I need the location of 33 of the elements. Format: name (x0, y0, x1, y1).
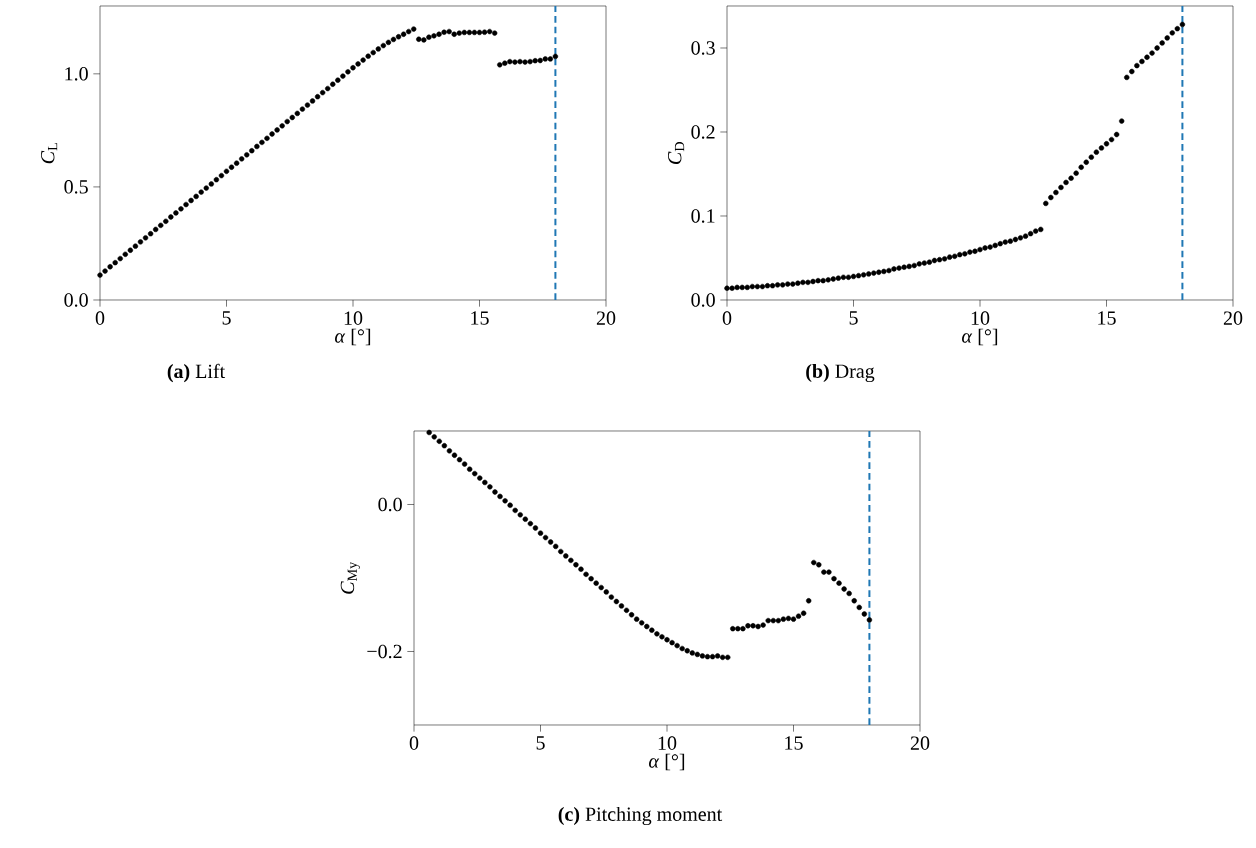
y-tick-label: 0.0 (64, 293, 88, 307)
y-tick-label: −0.2 (367, 644, 402, 659)
y-tick-label: 0.0 (691, 293, 715, 307)
x-tick-label: 10 (658, 736, 677, 750)
y-tick-label: 0.3 (691, 41, 715, 55)
x-tick-label: 15 (785, 736, 803, 750)
x-tick-label: 15 (471, 311, 489, 325)
text: (c) Pitching moment (558, 806, 723, 826)
x-tick-label: 10 (344, 311, 363, 325)
x-axis-title: α [°] (649, 753, 685, 771)
y-tick-label: 0.2 (691, 125, 715, 139)
y-axis-title: C$_{My}$ (340, 561, 360, 594)
y-tick-label: 1.0 (65, 67, 88, 81)
x-tick-label: 5 (222, 311, 231, 325)
x-tick-label: 0 (95, 311, 105, 325)
x-tick-label: 20 (1223, 311, 1243, 325)
x-tick-label: 20 (596, 311, 616, 325)
text: (a) Lift (167, 363, 226, 383)
y-tick-label: 0.5 (64, 180, 88, 194)
x-tick-label: 10 (971, 311, 990, 325)
y-axis-title: C$_{L}$ (41, 143, 58, 164)
y-axis-title: C$_{D}$ (668, 142, 685, 165)
x-tick-label: 15 (1098, 311, 1116, 325)
x-tick-label: 5 (536, 736, 545, 750)
x-tick-label: 20 (910, 736, 930, 750)
y-tick-label: 0.1 (691, 209, 715, 223)
y-tick-label: 0.0 (378, 497, 402, 512)
x-axis-title: α [°] (962, 328, 998, 346)
x-tick-label: 0 (722, 311, 732, 325)
x-axis-title: α [°] (335, 328, 371, 346)
x-tick-label: 5 (849, 311, 858, 325)
x-tick-label: 0 (409, 736, 419, 750)
text: (b) Drag (806, 363, 875, 383)
